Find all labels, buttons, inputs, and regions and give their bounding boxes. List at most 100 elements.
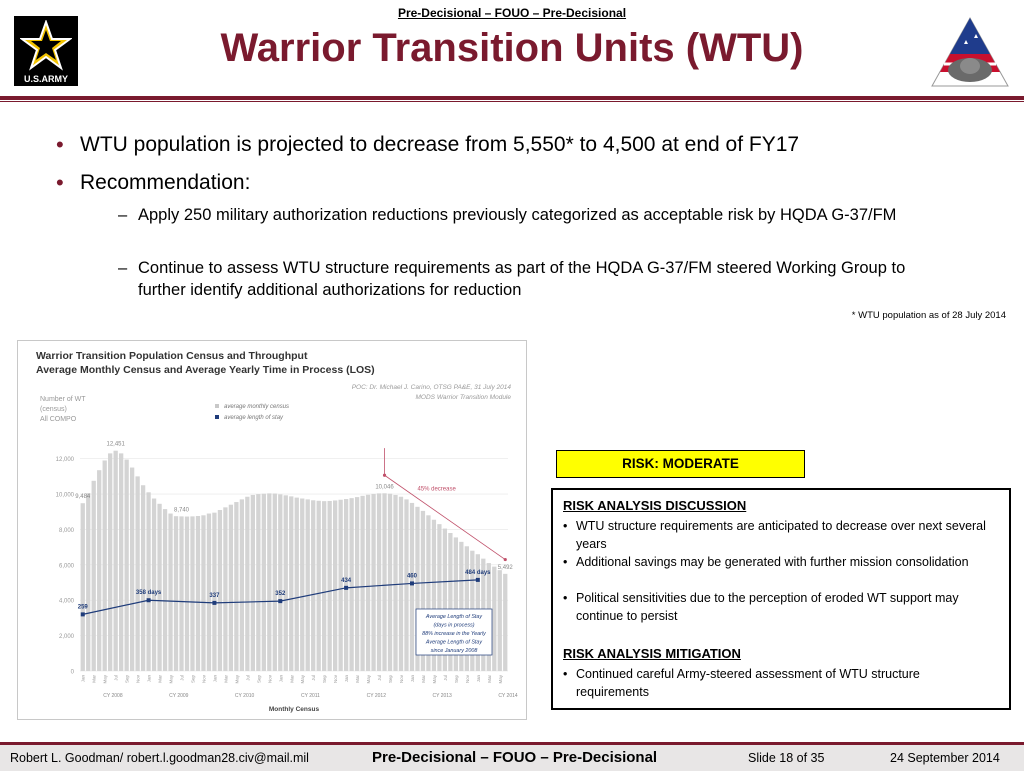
census-bar [360, 495, 365, 671]
warrior-transition-emblem-icon [931, 16, 1009, 87]
year-label: CY 2008 [103, 693, 123, 699]
footer-date: 24 September 2014 [890, 751, 1000, 765]
y-axis-label: (census) [40, 406, 67, 413]
census-bar [91, 480, 96, 671]
census-bar [256, 494, 261, 671]
census-bar [239, 499, 245, 671]
risk-analysis-box: RISK ANALYSIS DISCUSSION • WTU structure … [551, 488, 1011, 710]
x-tick-label: Nov [136, 674, 141, 683]
census-bar [459, 541, 464, 671]
los-point [278, 599, 283, 604]
year-label: CY 2012 [367, 693, 387, 699]
chart-source-2: MODS Warrior Transition Module [416, 394, 512, 401]
year-label: CY 2013 [432, 693, 452, 699]
census-bar [289, 496, 294, 671]
x-tick-label: Jan [476, 675, 481, 683]
census-bar [305, 499, 310, 671]
census-bar [179, 516, 184, 671]
footer-slide-number: Slide 18 of 35 [748, 751, 825, 765]
los-data-label: 434 [341, 578, 352, 584]
footer-classification: Pre-Decisional – FOUO – Pre-Decisional [372, 749, 658, 766]
census-bar [113, 450, 118, 671]
census-bar [151, 498, 157, 671]
los-data-label: 484 days [465, 570, 491, 576]
x-tick-label: Mar [355, 674, 360, 682]
page-title: Warrior Transition Units (WTU) [220, 26, 804, 70]
los-data-label: 358 days [136, 590, 162, 596]
footnote: * WTU population as of 28 July 2014 [851, 310, 1006, 321]
los-data-label: 259 [78, 604, 89, 610]
x-tick-label: Sep [125, 675, 130, 684]
x-tick-label: Nov [267, 674, 272, 683]
los-data-label: 352 [275, 591, 286, 597]
x-tick-label: Nov [399, 674, 404, 683]
y-axis-label: All COMPO [40, 416, 77, 423]
census-bar [497, 570, 502, 671]
census-bar [431, 519, 437, 671]
census-bar [157, 503, 162, 671]
x-tick-label: Jul [180, 675, 185, 681]
x-tick-label: May [103, 674, 108, 683]
x-tick-label: Jul [311, 675, 316, 681]
x-tick-label: Sep [322, 675, 327, 684]
chart-title: Warrior Transition Population Census and… [36, 350, 308, 362]
census-chart-svg: Warrior Transition Population Census and… [36, 350, 518, 713]
decrease-annotation: 45% decrease [417, 487, 456, 493]
census-bar [442, 528, 448, 671]
census-bar [102, 460, 107, 671]
x-tick-label: Jan [410, 675, 415, 683]
census-bar [223, 507, 228, 671]
census-bar [108, 453, 113, 671]
top-classification: Pre-Decisional – FOUO – Pre-Decisional [397, 6, 627, 20]
census-bar [245, 496, 250, 671]
y-tick-label: 6,000 [59, 563, 75, 569]
census-bar [267, 493, 272, 671]
census-bar [503, 573, 508, 671]
title-rule [0, 96, 1024, 100]
census-bar [437, 524, 442, 671]
census-bar [387, 493, 393, 671]
los-point [212, 600, 217, 605]
chart-source: POC: Dr. Michael J. Carino, OTSG PA&E, 3… [352, 384, 512, 391]
census-bar [464, 546, 469, 671]
census-bar [261, 493, 266, 671]
x-tick-label: Mar [289, 674, 294, 682]
census-bar [190, 516, 195, 671]
footer: Robert L. Goodman/ robert.l.goodman28.ci… [0, 742, 1024, 771]
title-rule-thin [0, 101, 1024, 102]
x-tick-label: Nov [201, 674, 206, 683]
census-bar [343, 499, 349, 671]
year-label: CY 2010 [235, 693, 255, 699]
census-bar [184, 516, 190, 671]
census-bar [283, 495, 288, 671]
los-data-label: 337 [209, 593, 220, 599]
los-annotation-text: Average Length of Stay [425, 640, 483, 646]
census-bar [162, 509, 168, 671]
census-bar [119, 453, 124, 671]
census-bar [206, 513, 212, 671]
census-bar [448, 533, 453, 671]
census-bar [453, 537, 459, 671]
los-point [409, 581, 414, 586]
x-tick-label: Mar [158, 674, 163, 682]
census-bar [124, 459, 129, 671]
decrease-trend-line [384, 474, 506, 560]
census-bar [129, 467, 135, 671]
census-data-label: 12,451 [106, 442, 125, 448]
x-tick-label: Jul [377, 675, 382, 681]
census-bar [333, 500, 338, 671]
census-bar [409, 502, 415, 671]
x-tick-label: Jan [278, 675, 283, 683]
x-tick-label: Jan [81, 675, 86, 683]
census-bar [97, 470, 102, 671]
x-tick-label: Jul [245, 675, 250, 681]
los-point [80, 612, 85, 617]
census-bar [316, 500, 321, 671]
census-bar [338, 499, 343, 671]
census-bar [217, 510, 223, 671]
x-axis-label: Monthly Census [269, 706, 320, 713]
y-axis-label: Number of WT [40, 396, 86, 403]
los-point [344, 585, 349, 590]
y-tick-label: 4,000 [59, 599, 75, 605]
los-annotation-text: since January 2008 [431, 648, 478, 654]
